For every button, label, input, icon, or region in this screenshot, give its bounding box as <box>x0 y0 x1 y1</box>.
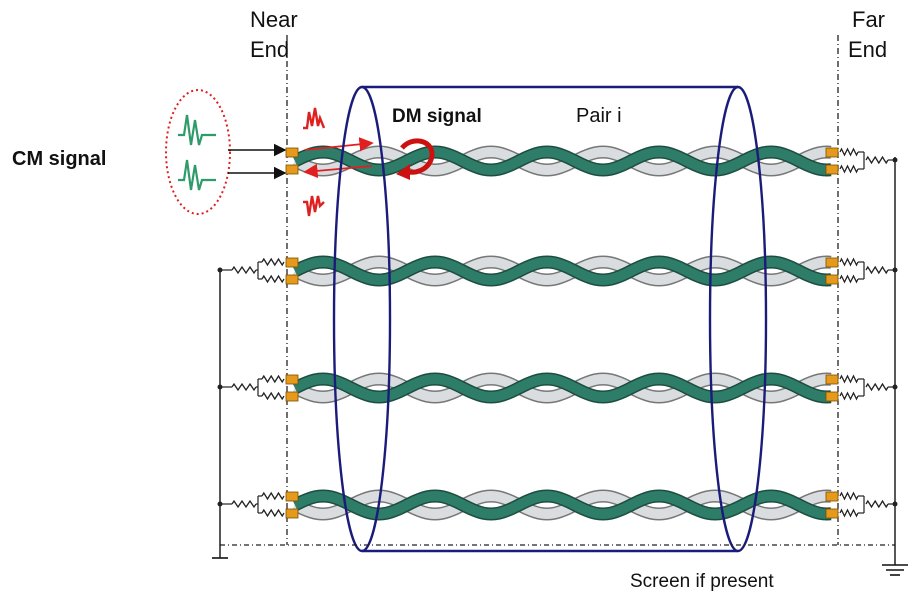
resistor-icon <box>261 508 285 518</box>
connector-pin <box>825 274 839 285</box>
cable-screen <box>332 85 768 553</box>
resistor-icon <box>261 374 285 384</box>
resistor-icon <box>231 499 257 509</box>
connector-pin <box>285 491 299 502</box>
cm-waveform-icon-2 <box>178 159 216 191</box>
pair-termination <box>217 491 898 519</box>
resistor-icon <box>839 164 859 174</box>
connector-pin <box>285 147 299 158</box>
twisted-pair <box>292 489 832 521</box>
dm-waveform-icon-2 <box>303 195 325 217</box>
far-end-label-2: End <box>848 37 887 62</box>
connector-pin <box>825 391 839 402</box>
green-wire <box>292 490 832 520</box>
resistor-icon <box>839 391 859 401</box>
screen-label: Screen if present <box>630 571 774 592</box>
connector-pin <box>825 147 839 158</box>
connector-pin <box>285 257 299 268</box>
rotation-arrow-head <box>396 164 410 180</box>
twisted-pair <box>292 255 832 287</box>
dm-waveform-icon <box>303 107 326 130</box>
ground-icon-far <box>882 564 908 576</box>
resistor-icon <box>261 391 285 401</box>
resistor-icon <box>839 147 859 157</box>
cm-signal-label: CM signal <box>12 148 106 170</box>
connector-pin <box>825 491 839 502</box>
cm-source <box>165 89 287 215</box>
near-end-label-2: End <box>250 37 289 62</box>
resistor-icon <box>865 155 889 165</box>
resistor-icon <box>261 257 285 267</box>
green-wire <box>292 256 832 286</box>
resistor-icon <box>231 382 257 392</box>
pair-termination <box>217 257 898 285</box>
pair-termination <box>285 147 898 175</box>
resistor-icon <box>261 274 285 284</box>
terminations <box>217 147 898 519</box>
twisted-pair <box>292 145 832 177</box>
connector-pin <box>285 274 299 285</box>
connector-pin <box>285 391 299 402</box>
rotation-arrow-icon <box>400 138 435 175</box>
cm-waveform-icon <box>178 114 216 146</box>
connector-pin <box>285 374 299 385</box>
resistor-icon <box>839 274 859 284</box>
connector-pin <box>825 164 839 175</box>
resistor-icon <box>865 265 889 275</box>
green-wire <box>292 373 832 403</box>
resistor-icon <box>839 508 859 518</box>
signal-arrow-left <box>303 163 373 179</box>
pair-i-label: Pair i <box>576 105 622 127</box>
signal-arrow-right <box>304 137 374 152</box>
screen-right-ellipse <box>708 85 768 553</box>
connector-pin <box>825 257 839 268</box>
far-end-label: Far <box>852 7 885 32</box>
connector-pin <box>825 374 839 385</box>
screen-left-ellipse <box>332 85 392 553</box>
resistor-icon <box>261 491 285 501</box>
dm-signal-label: DM signal <box>392 106 482 127</box>
twisted-pair <box>292 372 832 404</box>
pair-termination <box>217 374 898 402</box>
cm-source-ellipse <box>165 89 231 215</box>
resistor-icon <box>839 374 859 384</box>
resistor-icon <box>839 257 859 267</box>
resistor-icon <box>865 499 889 509</box>
resistor-icon <box>865 382 889 392</box>
connector-pin <box>825 508 839 519</box>
connector-pin <box>285 164 299 175</box>
resistor-icon <box>839 491 859 501</box>
connector-pin <box>285 508 299 519</box>
twisted-pairs <box>292 145 832 521</box>
resistor-icon <box>231 265 257 275</box>
near-end-label: Near <box>250 7 298 32</box>
